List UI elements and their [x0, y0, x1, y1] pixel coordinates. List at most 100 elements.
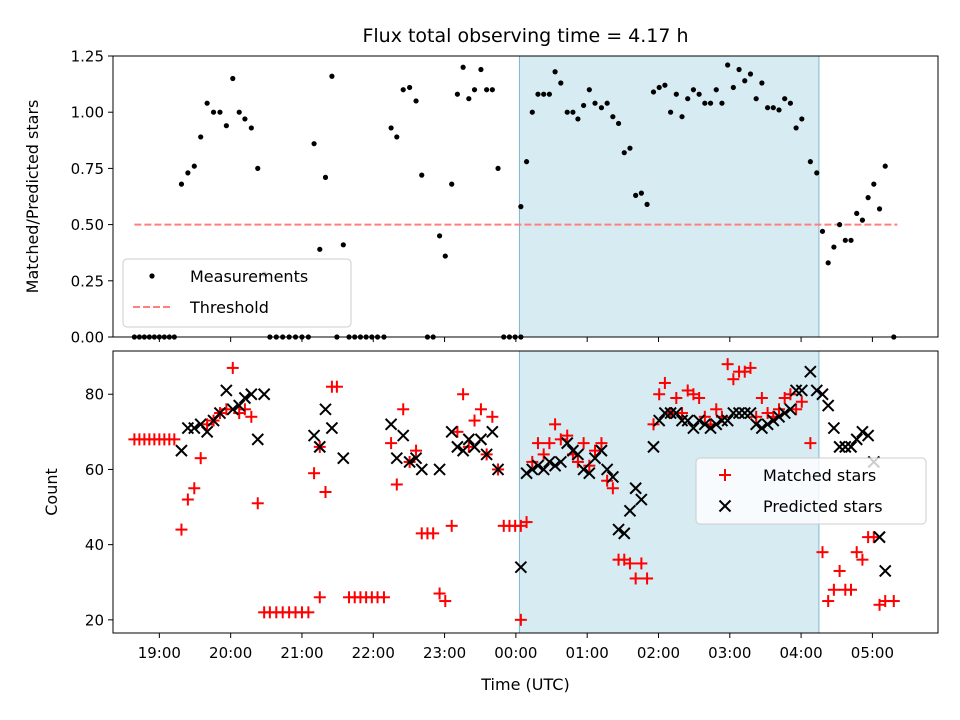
- measurement-point: [621, 150, 627, 156]
- measurement-point: [552, 69, 558, 75]
- matched-star-point: [856, 553, 869, 566]
- measurement-point: [747, 71, 754, 77]
- predicted-star-point: [233, 399, 246, 412]
- measurement-point: [495, 165, 501, 171]
- measurement-point: [753, 96, 759, 102]
- measurement-point: [388, 125, 394, 131]
- predicted-star-point: [804, 365, 817, 378]
- measurement-point: [696, 91, 702, 97]
- predicted-star-point: [474, 433, 488, 446]
- measurement-point: [831, 244, 837, 250]
- predicted-star-point: [415, 463, 428, 476]
- matched-star-point: [653, 388, 666, 401]
- measurement-point: [471, 87, 478, 93]
- predicted-star-point: [456, 444, 470, 457]
- measurement-point: [541, 91, 547, 97]
- predicted-star-point: [445, 425, 458, 439]
- matched-star-point: [816, 546, 829, 559]
- predicted-star-point: [226, 403, 239, 416]
- measurement-point: [819, 228, 826, 234]
- predicted-star-point: [675, 414, 689, 427]
- measurement-point: [770, 105, 776, 111]
- measurement-point: [248, 125, 254, 131]
- measurement-point: [478, 66, 484, 73]
- matched-star-point: [194, 452, 207, 465]
- matched-star-point: [784, 388, 797, 401]
- predicted-star-point: [200, 425, 214, 439]
- matched-star-point: [168, 433, 181, 446]
- measurement-point: [638, 190, 644, 196]
- legend-threshold-label: Threshold: [189, 298, 269, 317]
- matched-star-point: [308, 467, 321, 480]
- predicted-star-point: [681, 414, 694, 427]
- measurement-point: [529, 109, 535, 115]
- predicted-star-point: [710, 418, 723, 431]
- matched-star-point: [629, 572, 642, 585]
- bottom-legend-box: [695, 457, 927, 525]
- matched-star-point: [319, 486, 332, 498]
- predicted-star-point: [583, 466, 596, 480]
- y-tick-label: 80: [85, 386, 104, 404]
- predicted-star-point: [778, 406, 791, 420]
- x-tick-label: 03:00: [708, 644, 751, 662]
- matched-star-point: [623, 557, 636, 570]
- matched-star-point: [302, 606, 315, 619]
- measurement-point: [876, 206, 883, 212]
- top-legend-box: [122, 258, 352, 328]
- predicted-star-point: [175, 444, 188, 457]
- predicted-star-point: [687, 421, 700, 435]
- legend-measurement-marker: [149, 273, 155, 279]
- measurement-point: [799, 116, 805, 122]
- measurement-point: [787, 100, 793, 106]
- matched-star-point: [571, 455, 584, 468]
- top-y-axis-label: Matched/Predicted stars: [23, 100, 42, 294]
- measurement-point: [807, 159, 813, 165]
- x-tick-label: 04:00: [779, 644, 822, 662]
- predicted-star-point: [618, 527, 631, 540]
- measurement-point: [871, 181, 877, 187]
- predicted-star-point: [755, 421, 769, 435]
- measurement-point: [329, 73, 335, 79]
- matched-star-point: [474, 403, 487, 416]
- predicted-star-point: [821, 399, 835, 412]
- bottom-axes-frame: [112, 350, 939, 634]
- predicted-star-point: [325, 421, 339, 435]
- predicted-star-point: [715, 414, 729, 427]
- measurement-point: [400, 87, 406, 93]
- measurement-point: [460, 64, 466, 70]
- measurement-point: [836, 222, 843, 228]
- predicted-star-point: [238, 391, 252, 405]
- measurement-point: [454, 91, 461, 97]
- measurement-point: [484, 87, 490, 93]
- y-tick-label: 0.50: [71, 216, 104, 234]
- matched-star-point: [537, 448, 550, 461]
- matched-star-point: [750, 410, 763, 423]
- measurement-point: [865, 195, 871, 201]
- legend-predicted-marker: [718, 499, 732, 513]
- predicted-star-point: [245, 388, 258, 401]
- matched-star-point: [457, 388, 470, 401]
- matched-star-point: [710, 403, 723, 416]
- matched-star-point: [635, 557, 648, 570]
- measurement-point: [575, 116, 581, 122]
- measurement-point: [644, 201, 650, 207]
- matched-star-point: [827, 583, 840, 596]
- matched-star-point: [647, 418, 660, 431]
- predicted-star-point: [827, 421, 841, 435]
- matched-star-point: [462, 440, 475, 453]
- measurement-point: [436, 233, 443, 239]
- measurement-point: [586, 87, 592, 93]
- matched-star-point: [238, 403, 251, 416]
- predicted-star-point: [548, 459, 562, 472]
- predicted-star-point: [744, 406, 757, 420]
- measurement-point: [725, 62, 731, 68]
- predicted-star-point: [833, 440, 846, 454]
- measurement-point: [311, 141, 317, 147]
- measurement-point: [581, 102, 587, 109]
- predicted-star-point: [761, 418, 774, 431]
- predicted-star-point: [606, 470, 620, 484]
- measurement-point: [413, 98, 419, 104]
- measurement-point: [742, 78, 748, 84]
- measurement-point: [535, 91, 541, 97]
